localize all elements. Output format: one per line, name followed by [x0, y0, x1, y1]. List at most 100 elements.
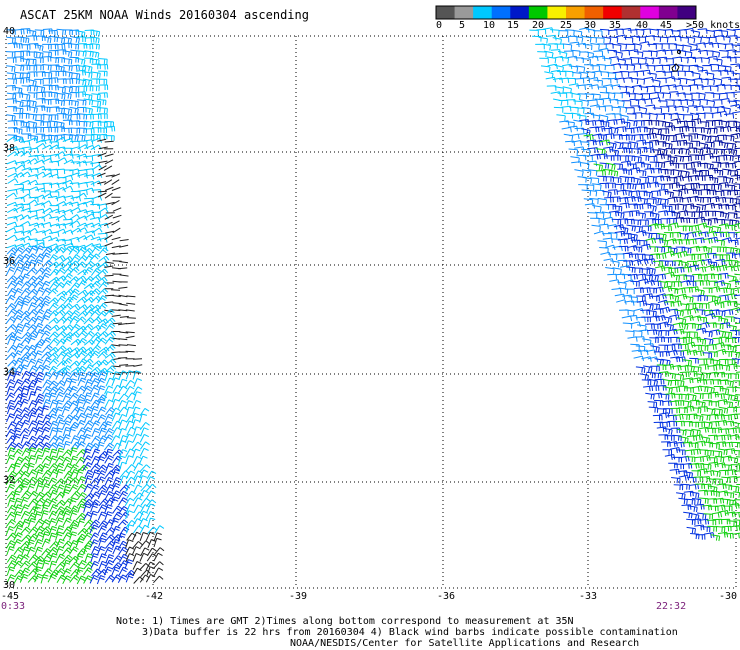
wind-barb: [584, 184, 595, 191]
wind-barb: [592, 30, 603, 36]
wind-barb: [111, 344, 121, 347]
wind-barb: [670, 427, 681, 434]
wind-barb: [27, 330, 39, 338]
wind-barb: [48, 413, 58, 423]
wind-barb: [606, 204, 617, 210]
wind-barb: [117, 540, 128, 550]
wind-barb: [28, 106, 38, 114]
wind-barb: [705, 184, 715, 190]
legend-swatch: [640, 6, 660, 19]
wind-barb: [145, 531, 155, 541]
wind-barb: [110, 496, 120, 506]
wind-barb: [584, 51, 595, 59]
wind-barb: [98, 255, 110, 262]
wind-barb: [61, 371, 72, 380]
wind-barb: [40, 314, 51, 324]
wind-barb: [712, 315, 723, 322]
wind-barb: [736, 168, 740, 171]
wind-barb: [49, 182, 60, 189]
wind-barb: [117, 440, 127, 450]
wind-barb: [97, 138, 107, 142]
wind-barb: [648, 50, 658, 57]
wind-barb: [104, 140, 114, 143]
wind-barb: [697, 28, 708, 34]
wind-barb: [684, 275, 695, 282]
wind-barb: [613, 51, 623, 59]
wind-barb: [55, 195, 67, 201]
wind-barb: [55, 545, 65, 555]
wind-barb: [55, 462, 65, 472]
wind-barb: [707, 525, 717, 532]
wind-barb: [28, 245, 38, 254]
wind-barb: [632, 155, 642, 163]
wind-barb: [733, 253, 740, 259]
wind-barb: [604, 64, 615, 71]
wind-barb: [718, 272, 729, 279]
wind-barb: [98, 121, 108, 128]
wind-barb: [62, 420, 72, 430]
wind-barb: [623, 279, 635, 285]
wind-barb: [692, 366, 702, 373]
wind-barb: [97, 511, 107, 521]
wind-barb: [599, 120, 610, 128]
wind-barb: [55, 267, 66, 276]
wind-barb: [673, 484, 684, 491]
wind-barb: [736, 127, 740, 130]
wind-barb: [96, 99, 107, 106]
wind-barb: [7, 207, 19, 214]
wind-barb: [90, 560, 100, 570]
wind-barb: [98, 146, 108, 150]
wind-barb: [652, 107, 663, 114]
wind-barb: [70, 323, 81, 332]
wind-barb: [54, 455, 65, 464]
wind-barb: [669, 70, 679, 77]
wind-barb: [700, 476, 711, 482]
wind-barb: [617, 168, 628, 174]
wind-barb: [105, 323, 116, 331]
wind-barb: [631, 219, 642, 226]
legend-label-50: >50 knots: [686, 20, 740, 31]
wind-barb: [699, 210, 710, 217]
wind-barb: [132, 448, 141, 458]
wind-barb: [41, 426, 51, 436]
wind-barb: [55, 126, 65, 133]
wind-barb: [20, 434, 29, 444]
wind-barb: [714, 190, 725, 197]
wind-barb: [607, 273, 617, 280]
wind-barb: [118, 303, 128, 306]
wind-barb: [83, 427, 93, 436]
wind-barb: [638, 197, 648, 205]
wind-barb: [715, 219, 726, 225]
wind-barb: [565, 99, 576, 105]
wind-barb: [153, 561, 164, 569]
wind-barb: [703, 513, 713, 520]
wind-barb: [33, 280, 44, 289]
wind-barb: [104, 442, 115, 451]
wind-barb: [600, 251, 611, 258]
wind-barb: [20, 93, 31, 100]
wind-barb: [666, 372, 676, 380]
wind-barb: [90, 406, 99, 416]
wind-barb: [48, 114, 59, 120]
wind-barb: [26, 253, 37, 262]
wind-barb: [69, 106, 79, 114]
wind-barb: [84, 128, 95, 134]
wind-barb: [26, 358, 37, 368]
wind-barb: [590, 65, 600, 71]
wind-barb: [69, 539, 79, 549]
wind-barb: [722, 168, 732, 176]
wind-barb: [20, 567, 30, 577]
wind-barb: [133, 426, 142, 436]
wind-barb: [13, 230, 25, 237]
wind-barb: [84, 413, 93, 423]
wind-barb: [84, 475, 93, 485]
wind-barb: [13, 350, 23, 359]
wind-barb: [139, 433, 150, 443]
wind-barb: [147, 539, 157, 548]
lat-label-32: 32: [3, 475, 16, 486]
wind-barb: [111, 377, 120, 387]
wind-barb: [21, 133, 32, 139]
wind-barb: [724, 420, 735, 427]
legend-swatch: [528, 6, 548, 19]
wind-barb: [48, 386, 59, 395]
